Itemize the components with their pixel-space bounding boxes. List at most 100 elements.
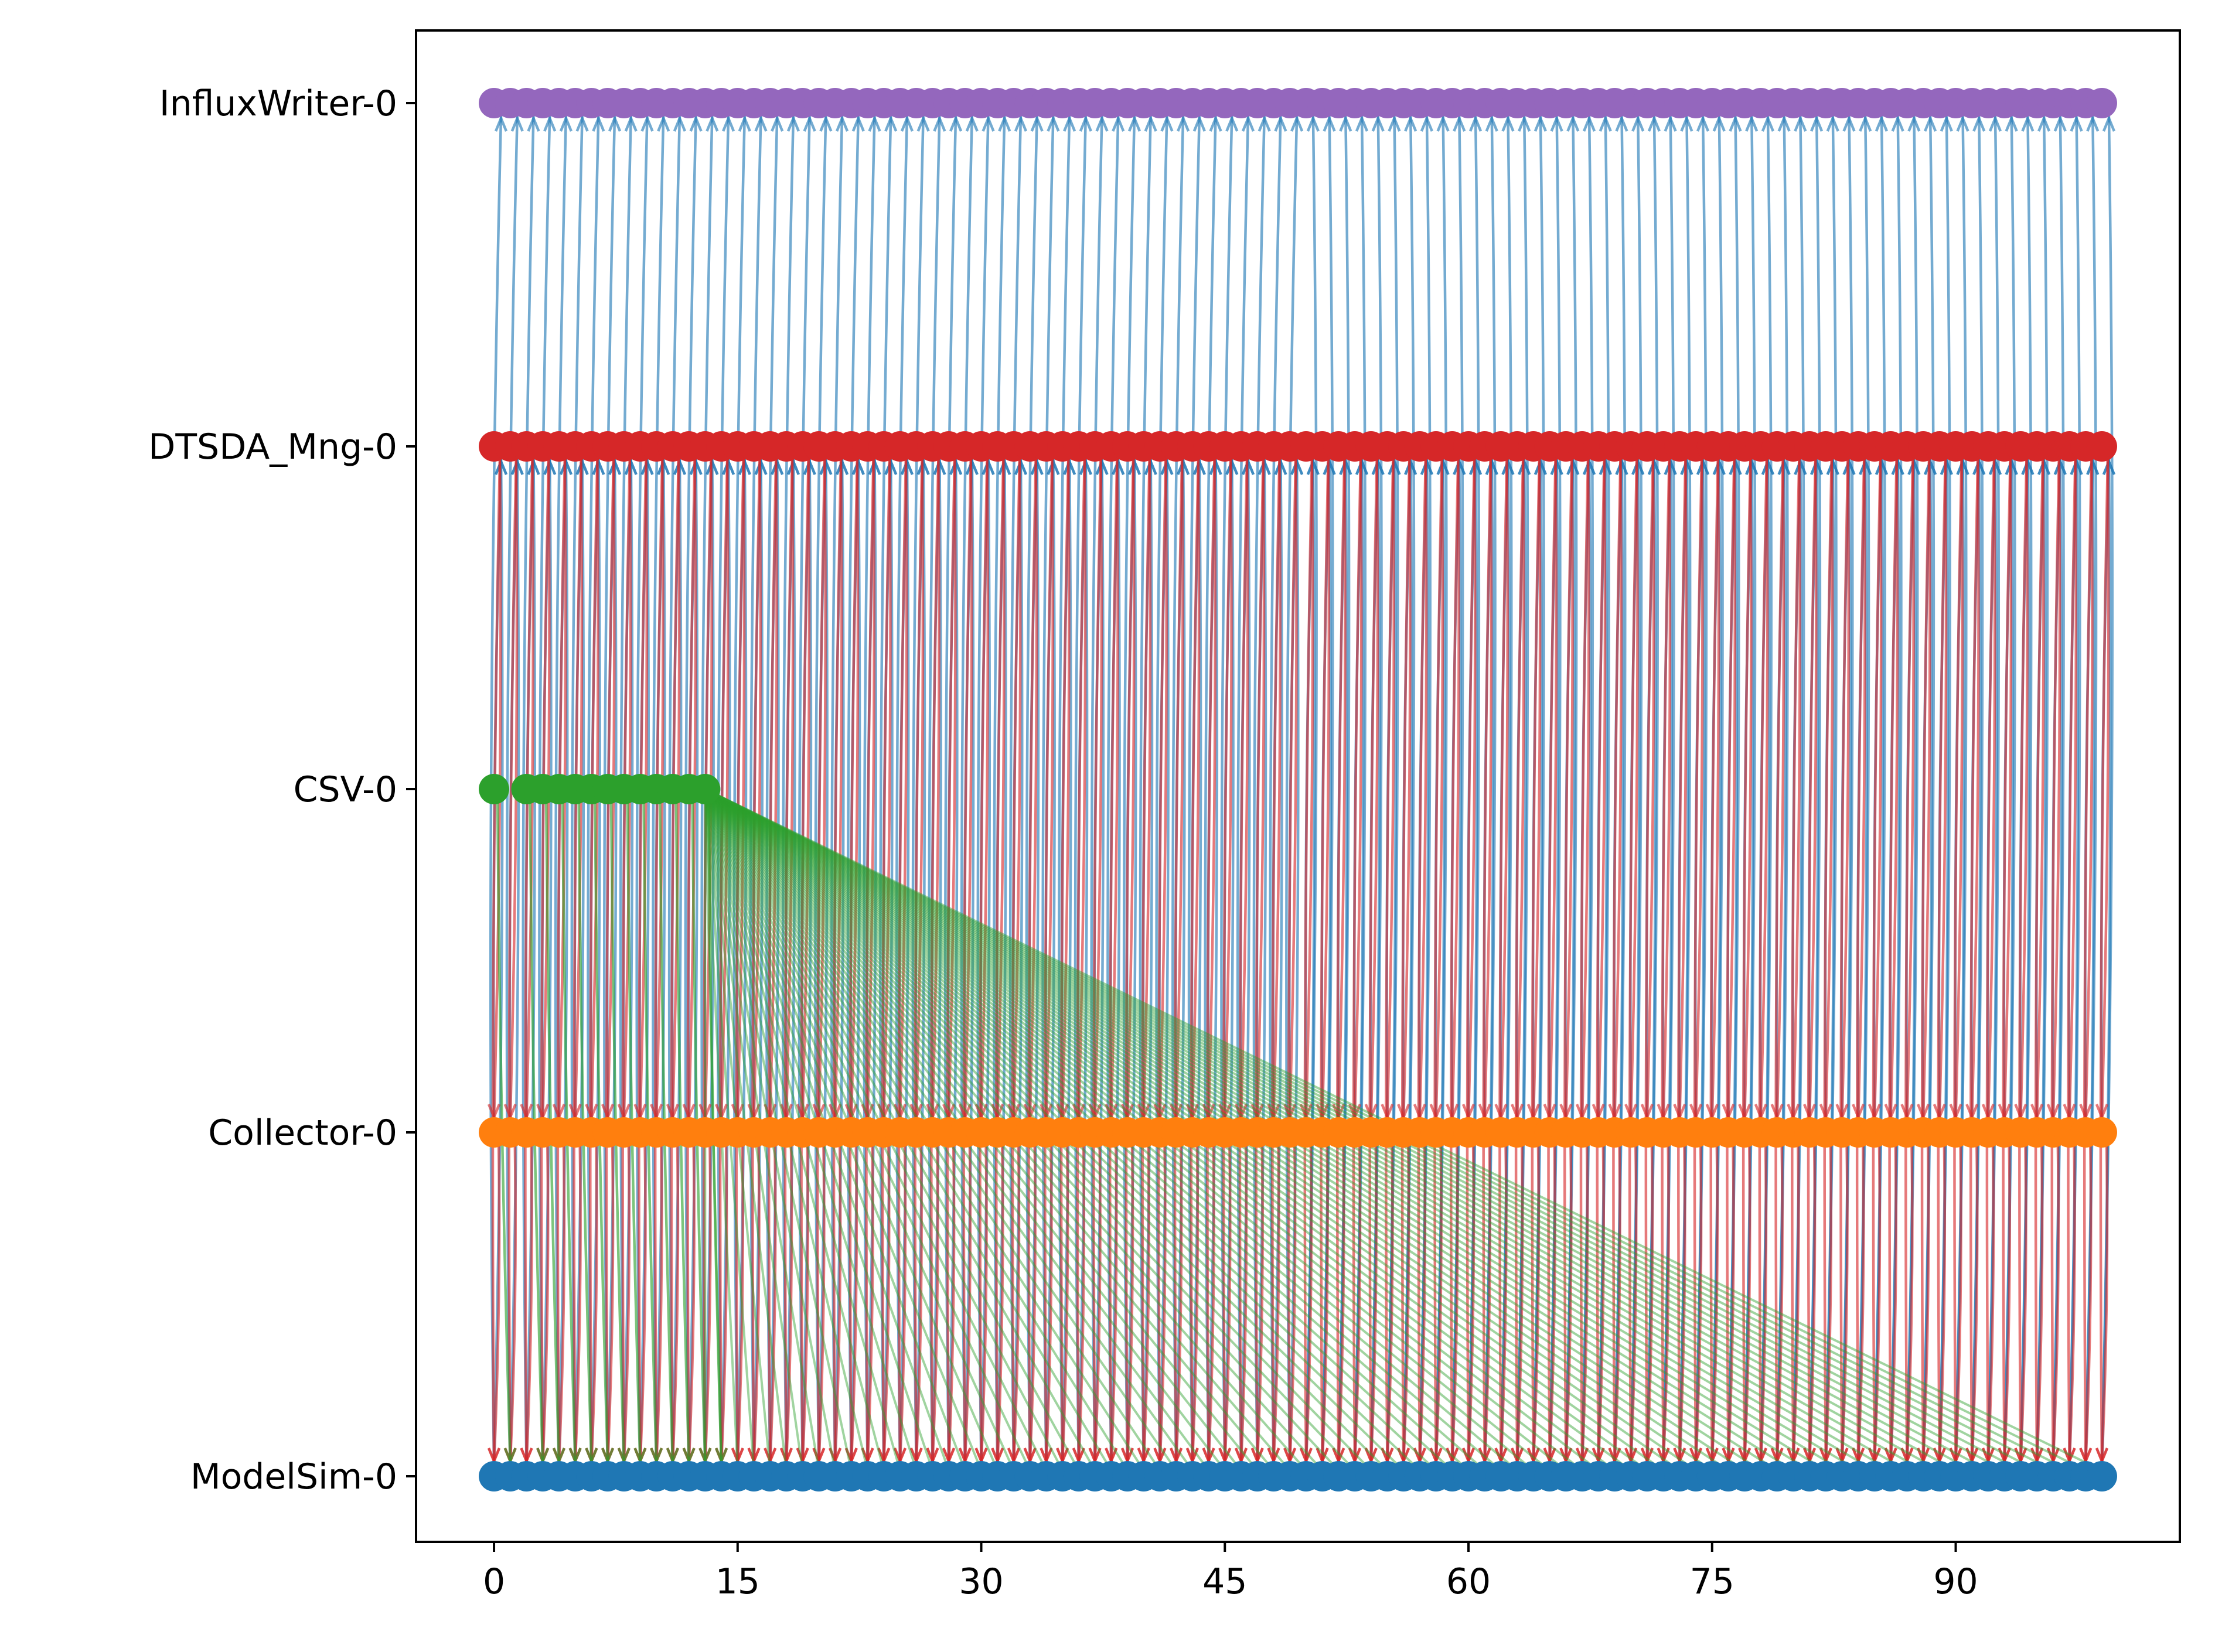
edge-modelsim-to-dtsda bbox=[1402, 459, 1413, 1465]
edge-dtsda-to-collector bbox=[1126, 458, 1136, 1120]
edge-dtsda-to-collector bbox=[850, 458, 860, 1120]
edge-collector-to-modelsim-arrowhead bbox=[2095, 1448, 2109, 1465]
edge-modelsim-to-influxwriter-arrowhead bbox=[933, 115, 946, 132]
edge-modelsim-to-influxwriter-arrowhead bbox=[998, 115, 1011, 132]
edge-modelsim-to-dtsda bbox=[2003, 459, 2015, 1465]
edge-modelsim-to-influxwriter-arrowhead bbox=[1468, 115, 1483, 132]
edge-modelsim-to-influxwriter-arrowhead bbox=[1241, 115, 1255, 132]
edge-csv-to-modelsim-early-arrowhead bbox=[666, 1448, 680, 1465]
edge-modelsim-to-dtsda bbox=[996, 459, 1007, 1465]
edge-modelsim-to-influxwriter-arrowhead bbox=[1209, 115, 1222, 132]
edge-modelsim-to-influxwriter-arrowhead bbox=[1518, 115, 1531, 132]
edge-collector-to-modelsim bbox=[882, 1144, 891, 1464]
edge-collector-to-modelsim-arrowhead bbox=[1640, 1448, 1654, 1465]
edge-modelsim-to-dtsda bbox=[1110, 459, 1121, 1465]
edge-collector-to-modelsim bbox=[752, 1144, 761, 1464]
edge-collector-to-modelsim bbox=[1045, 1144, 1053, 1464]
edge-modelsim-to-dtsda bbox=[1142, 459, 1154, 1465]
edge-collector-to-modelsim-arrowhead bbox=[1981, 1448, 1995, 1465]
edge-dtsda-to-collector bbox=[1645, 458, 1655, 1120]
edge-modelsim-to-influxwriter-arrowhead bbox=[1420, 115, 1433, 132]
edge-modelsim-to-influxwriter-arrowhead bbox=[1339, 115, 1352, 132]
edge-collector-to-modelsim-arrowhead bbox=[1575, 1448, 1589, 1465]
edge-modelsim-to-dtsda bbox=[752, 459, 764, 1465]
edge-modelsim-to-influxwriter-arrowhead bbox=[1355, 115, 1369, 132]
edge-modelsim-to-influxwriter-arrowhead bbox=[738, 115, 751, 132]
edge-collector-to-modelsim-arrowhead bbox=[1722, 1448, 1735, 1465]
edge-collector-to-modelsim-arrowhead bbox=[1056, 1448, 1069, 1465]
edge-collector-to-modelsim bbox=[866, 1144, 874, 1464]
edge-modelsim-to-dtsda bbox=[574, 459, 585, 1465]
edge-modelsim-to-dtsda bbox=[1889, 459, 1901, 1465]
edge-modelsim-to-dtsda bbox=[1434, 459, 1446, 1465]
edge-modelsim-to-influxwriter-arrowhead bbox=[1582, 115, 1596, 132]
x-tick-label: 15 bbox=[715, 1561, 760, 1602]
edge-modelsim-to-dtsda bbox=[622, 459, 634, 1465]
edge-modelsim-to-influxwriter-arrowhead bbox=[786, 115, 800, 132]
edge-modelsim-to-influxwriter-arrowhead bbox=[673, 115, 687, 132]
edge-modelsim-to-dtsda bbox=[2019, 459, 2030, 1465]
edge-dtsda-to-modelsim bbox=[1368, 458, 1378, 1464]
edge-dtsda-to-modelsim bbox=[1937, 458, 1947, 1464]
edge-dtsda-to-collector bbox=[1418, 458, 1428, 1120]
edge-dtsda-to-modelsim bbox=[1287, 458, 1297, 1464]
edge-dtsda-to-collector bbox=[1759, 458, 1769, 1120]
edge-dtsda-to-modelsim bbox=[2002, 458, 2012, 1464]
edge-collector-to-modelsim-arrowhead bbox=[1007, 1448, 1021, 1465]
edge-dtsda-to-modelsim bbox=[1953, 458, 1963, 1464]
edge-modelsim-to-influxwriter-arrowhead bbox=[1225, 115, 1239, 132]
edge-modelsim-to-dtsda bbox=[655, 459, 666, 1465]
edge-dtsda-to-collector bbox=[1304, 458, 1314, 1120]
edge-dtsda-to-collector bbox=[1970, 458, 1980, 1120]
edge-collector-to-modelsim-arrowhead bbox=[1316, 1448, 1329, 1465]
edge-modelsim-to-dtsda bbox=[1224, 459, 1235, 1465]
edge-collector-to-modelsim-arrowhead bbox=[1332, 1448, 1345, 1465]
edge-collector-to-modelsim-arrowhead bbox=[1234, 1448, 1248, 1465]
edge-modelsim-to-influxwriter-arrowhead bbox=[1079, 115, 1092, 132]
edge-modelsim-to-dtsda bbox=[606, 459, 618, 1465]
edge-dtsda-to-modelsim bbox=[1693, 458, 1703, 1464]
edge-collector-to-modelsim bbox=[1986, 1144, 1995, 1464]
edge-collector-to-modelsim bbox=[1776, 1144, 1784, 1464]
edge-dtsda-to-modelsim bbox=[1206, 458, 1216, 1464]
edge-collector-to-modelsim-arrowhead bbox=[1348, 1448, 1362, 1465]
edge-modelsim-to-influxwriter-arrowhead bbox=[2021, 115, 2035, 132]
edge-modelsim-to-influxwriter-arrowhead bbox=[1599, 115, 1612, 132]
edge-dtsda-to-collector bbox=[1028, 458, 1038, 1120]
edge-dtsda-to-collector bbox=[1743, 458, 1753, 1120]
edge-csv-to-modelsim-early-arrowhead bbox=[552, 1448, 565, 1465]
edge-dtsda-to-modelsim bbox=[1141, 458, 1151, 1464]
edge-collector-to-modelsim bbox=[1142, 1144, 1150, 1464]
edge-collector-to-modelsim bbox=[947, 1144, 956, 1464]
edge-dtsda-to-collector bbox=[1597, 458, 1607, 1120]
y-tick-label: Collector-0 bbox=[208, 1112, 397, 1153]
edge-modelsim-to-dtsda bbox=[898, 459, 910, 1465]
edge-modelsim-to-influxwriter-arrowhead bbox=[1777, 115, 1791, 132]
edge-collector-to-modelsim bbox=[1061, 1144, 1069, 1464]
edge-collector-to-modelsim bbox=[1028, 1144, 1037, 1464]
edge-modelsim-to-influxwriter-arrowhead bbox=[1436, 115, 1450, 132]
edge-dtsda-to-collector bbox=[996, 458, 1006, 1120]
edge-dtsda-to-collector bbox=[1467, 458, 1477, 1120]
edge-modelsim-to-influxwriter-arrowhead bbox=[916, 115, 930, 132]
edge-modelsim-to-influxwriter-arrowhead bbox=[851, 115, 865, 132]
edge-collector-to-modelsim bbox=[1126, 1144, 1134, 1464]
edge-modelsim-to-influxwriter-arrowhead bbox=[1729, 115, 1742, 132]
edge-dtsda-to-collector bbox=[1093, 458, 1103, 1120]
edge-modelsim-to-dtsda bbox=[1970, 459, 1982, 1465]
edge-dtsda-to-collector bbox=[1921, 458, 1931, 1120]
edge-collector-to-modelsim-arrowhead bbox=[1170, 1448, 1183, 1465]
edge-dtsda-to-collector bbox=[2100, 458, 2110, 1120]
edge-modelsim-to-dtsda bbox=[1174, 459, 1186, 1465]
edge-dtsda-to-modelsim bbox=[1855, 458, 1866, 1464]
edge-modelsim-to-dtsda bbox=[915, 459, 926, 1465]
edge-dtsda-to-modelsim bbox=[1027, 458, 1037, 1464]
edge-csv-to-modelsim-early-arrowhead bbox=[714, 1448, 728, 1465]
edge-modelsim-to-dtsda bbox=[1028, 459, 1040, 1465]
edge-collector-to-modelsim-arrowhead bbox=[861, 1448, 874, 1465]
edge-collector-to-modelsim bbox=[1418, 1144, 1427, 1464]
edge-collector-to-modelsim-arrowhead bbox=[1267, 1448, 1280, 1465]
edge-dtsda-to-modelsim bbox=[1352, 458, 1362, 1464]
edge-dtsda-to-modelsim bbox=[2050, 458, 2061, 1464]
edge-collector-to-modelsim bbox=[736, 1144, 745, 1464]
